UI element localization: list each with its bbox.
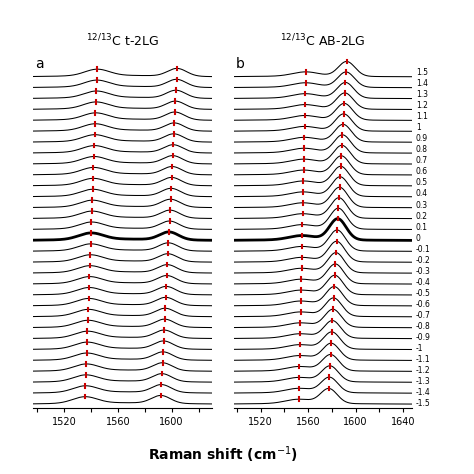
Text: a: a	[35, 57, 44, 72]
Text: 1.5: 1.5	[416, 68, 428, 77]
Text: 0.6: 0.6	[416, 167, 428, 176]
Text: 0.9: 0.9	[416, 135, 428, 143]
Text: -1.4: -1.4	[416, 388, 431, 397]
Title: $^{12/13}$C AB-2LG: $^{12/13}$C AB-2LG	[280, 33, 366, 50]
Text: 1.3: 1.3	[416, 91, 428, 99]
Text: -1.3: -1.3	[416, 377, 431, 386]
Text: 0.2: 0.2	[416, 211, 428, 220]
Text: Raman shift (cm$^{-1}$): Raman shift (cm$^{-1}$)	[148, 444, 298, 465]
Text: -0.7: -0.7	[416, 311, 431, 319]
Text: -0.3: -0.3	[416, 267, 431, 275]
Text: -1: -1	[416, 344, 423, 353]
Text: 0.4: 0.4	[416, 190, 428, 199]
Text: -0.2: -0.2	[416, 255, 431, 264]
Text: 1.1: 1.1	[416, 112, 428, 121]
Text: -0.4: -0.4	[416, 278, 431, 287]
Text: 1.2: 1.2	[416, 101, 428, 110]
Text: -0.6: -0.6	[416, 300, 431, 309]
Text: -1.5: -1.5	[416, 399, 431, 408]
Text: -0.9: -0.9	[416, 333, 431, 342]
Text: -1.1: -1.1	[416, 355, 430, 364]
Title: $^{12/13}$C t-2LG: $^{12/13}$C t-2LG	[86, 33, 159, 50]
Text: -0.1: -0.1	[416, 245, 431, 254]
Text: -0.8: -0.8	[416, 322, 431, 331]
Text: 0.3: 0.3	[416, 201, 428, 210]
Text: -1.2: -1.2	[416, 366, 430, 375]
Text: 1: 1	[416, 123, 421, 132]
Text: 0.1: 0.1	[416, 223, 428, 231]
Text: 0: 0	[416, 234, 421, 243]
Text: 0.8: 0.8	[416, 146, 428, 155]
Text: 0.7: 0.7	[416, 156, 428, 165]
Text: 1.4: 1.4	[416, 79, 428, 88]
Text: b: b	[235, 57, 244, 72]
Text: -0.5: -0.5	[416, 289, 431, 298]
Text: 0.5: 0.5	[416, 179, 428, 187]
